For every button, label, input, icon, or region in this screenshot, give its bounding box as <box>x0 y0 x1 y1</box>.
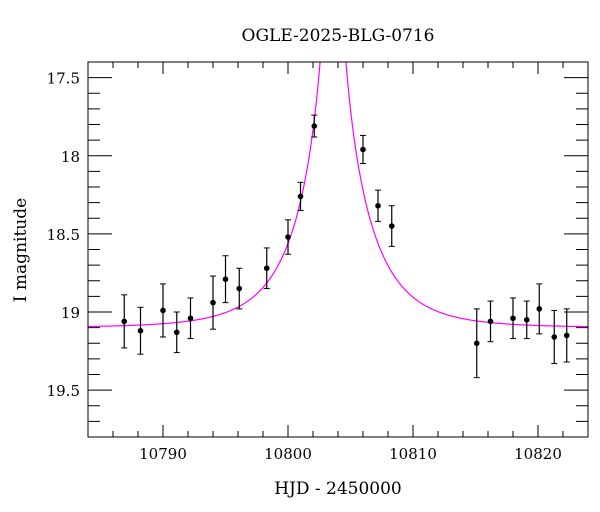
data-point-group <box>536 283 543 335</box>
plot-frame <box>87 61 589 438</box>
x-tick-label: 10790 <box>139 445 187 463</box>
data-point <box>160 307 166 314</box>
data-point <box>285 234 291 240</box>
data-point-group <box>473 308 480 379</box>
data-point-group <box>375 189 381 222</box>
y-tick-label: 17.5 <box>47 70 80 88</box>
data-point <box>473 340 480 347</box>
data-point-group <box>210 275 216 330</box>
data-point <box>137 327 144 334</box>
x-axis-label: HJD - 2450000 <box>274 479 402 499</box>
data-point-group <box>187 297 194 340</box>
data-point-group <box>388 205 395 247</box>
data-point <box>375 202 381 209</box>
data-point <box>551 334 558 340</box>
data-point <box>263 265 270 272</box>
y-tick-label: 19 <box>61 304 80 322</box>
data-point-group <box>360 134 366 165</box>
data-point-group <box>297 181 304 211</box>
y-tick-label: 18.5 <box>47 226 80 244</box>
data-point-group <box>173 311 180 354</box>
data-point <box>311 123 318 129</box>
data-point <box>121 318 128 325</box>
data-point-group <box>523 300 530 340</box>
data-point <box>360 146 366 153</box>
data-point-group <box>285 219 291 255</box>
data-point <box>297 193 304 200</box>
data-point-group <box>137 306 144 355</box>
data-point-group <box>263 247 270 290</box>
y-tick-label: 19.5 <box>47 382 80 400</box>
data-point <box>536 306 543 312</box>
data-point-group <box>311 114 318 138</box>
y-axis-label: I magnitude <box>11 198 31 302</box>
data-point <box>388 223 395 229</box>
data-point <box>487 318 494 325</box>
data-point <box>236 285 243 292</box>
data-point-group <box>160 283 166 338</box>
data-point-group <box>222 255 229 304</box>
data-point <box>173 329 180 336</box>
data-point <box>523 317 530 323</box>
data-point-group <box>121 294 128 349</box>
data-point-group <box>236 267 243 310</box>
data-point <box>510 315 516 322</box>
data-point-group <box>487 300 494 343</box>
data-point <box>210 299 216 306</box>
data-point-group <box>551 309 558 365</box>
data-point-group <box>510 297 516 340</box>
data-point <box>187 315 194 322</box>
x-tick-label: 10820 <box>514 445 562 463</box>
data-point <box>563 332 570 339</box>
x-tick-label: 10800 <box>264 445 312 463</box>
data-point-group <box>563 308 570 363</box>
chart-title: OGLE-2025-BLG-0716 <box>242 26 435 46</box>
data-point <box>222 276 229 282</box>
y-tick-label: 18 <box>61 148 80 166</box>
x-tick-label: 10810 <box>389 445 437 463</box>
model-curve <box>88 62 588 328</box>
